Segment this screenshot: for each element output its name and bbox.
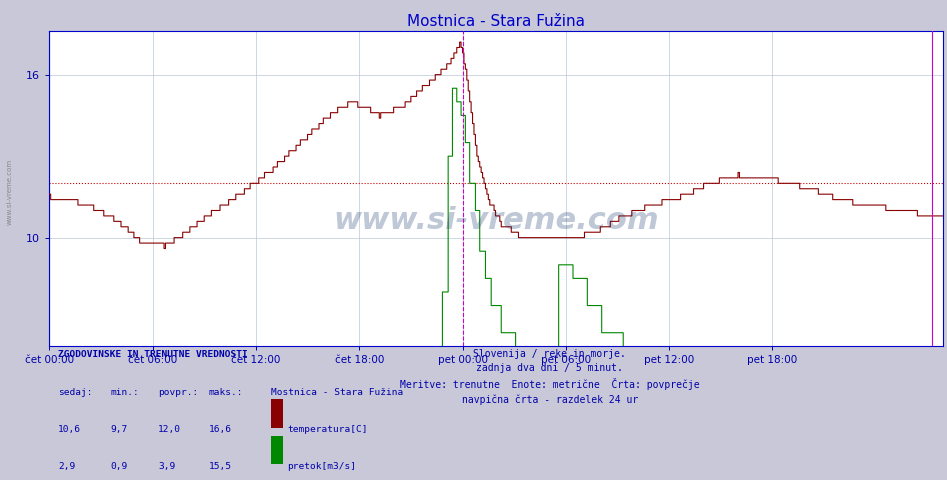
Bar [271,399,282,428]
Text: temperatura[C]: temperatura[C] [287,425,367,434]
Text: 2,9: 2,9 [58,462,76,471]
Bar [271,435,282,465]
Text: Mostnica - Stara Fužina: Mostnica - Stara Fužina [271,388,403,397]
Text: 10,6: 10,6 [58,425,81,434]
Text: 12,0: 12,0 [158,425,181,434]
Text: www.si-vreme.com: www.si-vreme.com [7,159,12,225]
Title: Mostnica - Stara Fužina: Mostnica - Stara Fužina [407,13,585,29]
Text: povpr.:: povpr.: [158,388,199,397]
Text: maks.:: maks.: [208,388,242,397]
Text: Slovenija / reke in morje.
zadnja dva dni / 5 minut.
Meritve: trenutne  Enote: m: Slovenija / reke in morje. zadnja dva dn… [400,349,700,405]
Text: 9,7: 9,7 [110,425,127,434]
Text: www.si-vreme.com: www.si-vreme.com [333,206,659,235]
Text: ZGODOVINSKE IN TRENUTNE VREDNOSTI: ZGODOVINSKE IN TRENUTNE VREDNOSTI [58,350,248,359]
Text: 15,5: 15,5 [208,462,231,471]
Text: min.:: min.: [110,388,139,397]
Text: pretok[m3/s]: pretok[m3/s] [287,462,356,471]
Text: sedaj:: sedaj: [58,388,93,397]
Text: 16,6: 16,6 [208,425,231,434]
Text: 3,9: 3,9 [158,462,175,471]
Text: 0,9: 0,9 [110,462,127,471]
